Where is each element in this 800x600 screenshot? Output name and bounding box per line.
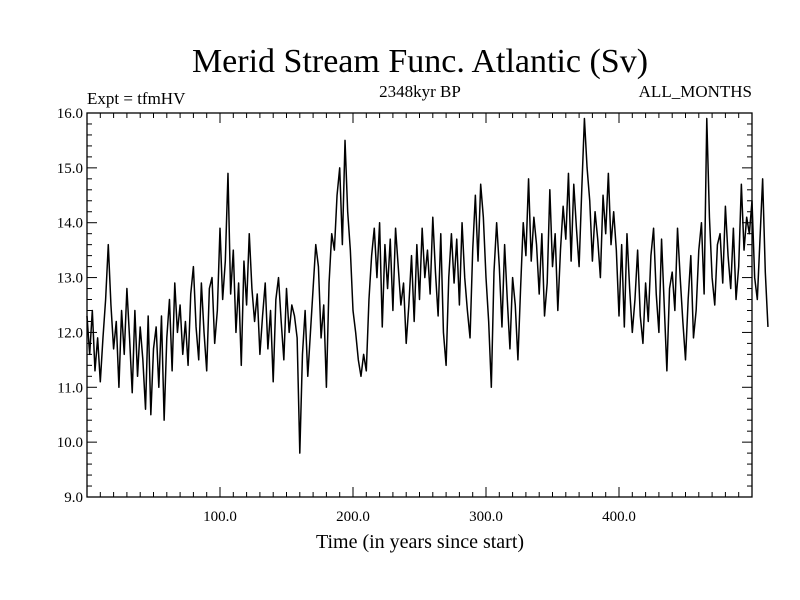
y-tick-label: 16.0 (57, 106, 83, 122)
experiment-label: Expt = tfmHV (87, 89, 186, 108)
plot-axes (86, 112, 753, 498)
x-tick-label: 100.0 (203, 509, 237, 525)
y-tick-label: 13.0 (57, 271, 83, 287)
chart-subtitle: 2348kyr BP (379, 82, 461, 101)
series-line-0 (86, 117, 769, 454)
x-axis-label: Time (in years since start) (316, 531, 524, 553)
season-label: ALL_MONTHS (639, 82, 752, 101)
x-tick-label: 200.0 (336, 509, 370, 525)
series-layer (86, 117, 769, 454)
y-tick-label: 9.0 (64, 490, 83, 506)
axis-ticks: 9.0 10.0 11.0 12.0 13.0 14.0 15.0 16.0 100.0 200.… (57, 106, 752, 525)
y-tick-label: 12.0 (57, 325, 83, 341)
x-tick-label: 300.0 (469, 509, 503, 525)
y-tick-label: 14.0 (57, 216, 83, 232)
y-tick-label: 11.0 (57, 380, 83, 396)
chart-title: Merid Stream Func. Atlantic (Sv) (192, 43, 648, 80)
x-tick-label: 400.0 (602, 509, 636, 525)
y-tick-label: 15.0 (57, 161, 83, 177)
y-tick-label: 10.0 (57, 435, 83, 451)
plot-frame (86, 112, 753, 498)
